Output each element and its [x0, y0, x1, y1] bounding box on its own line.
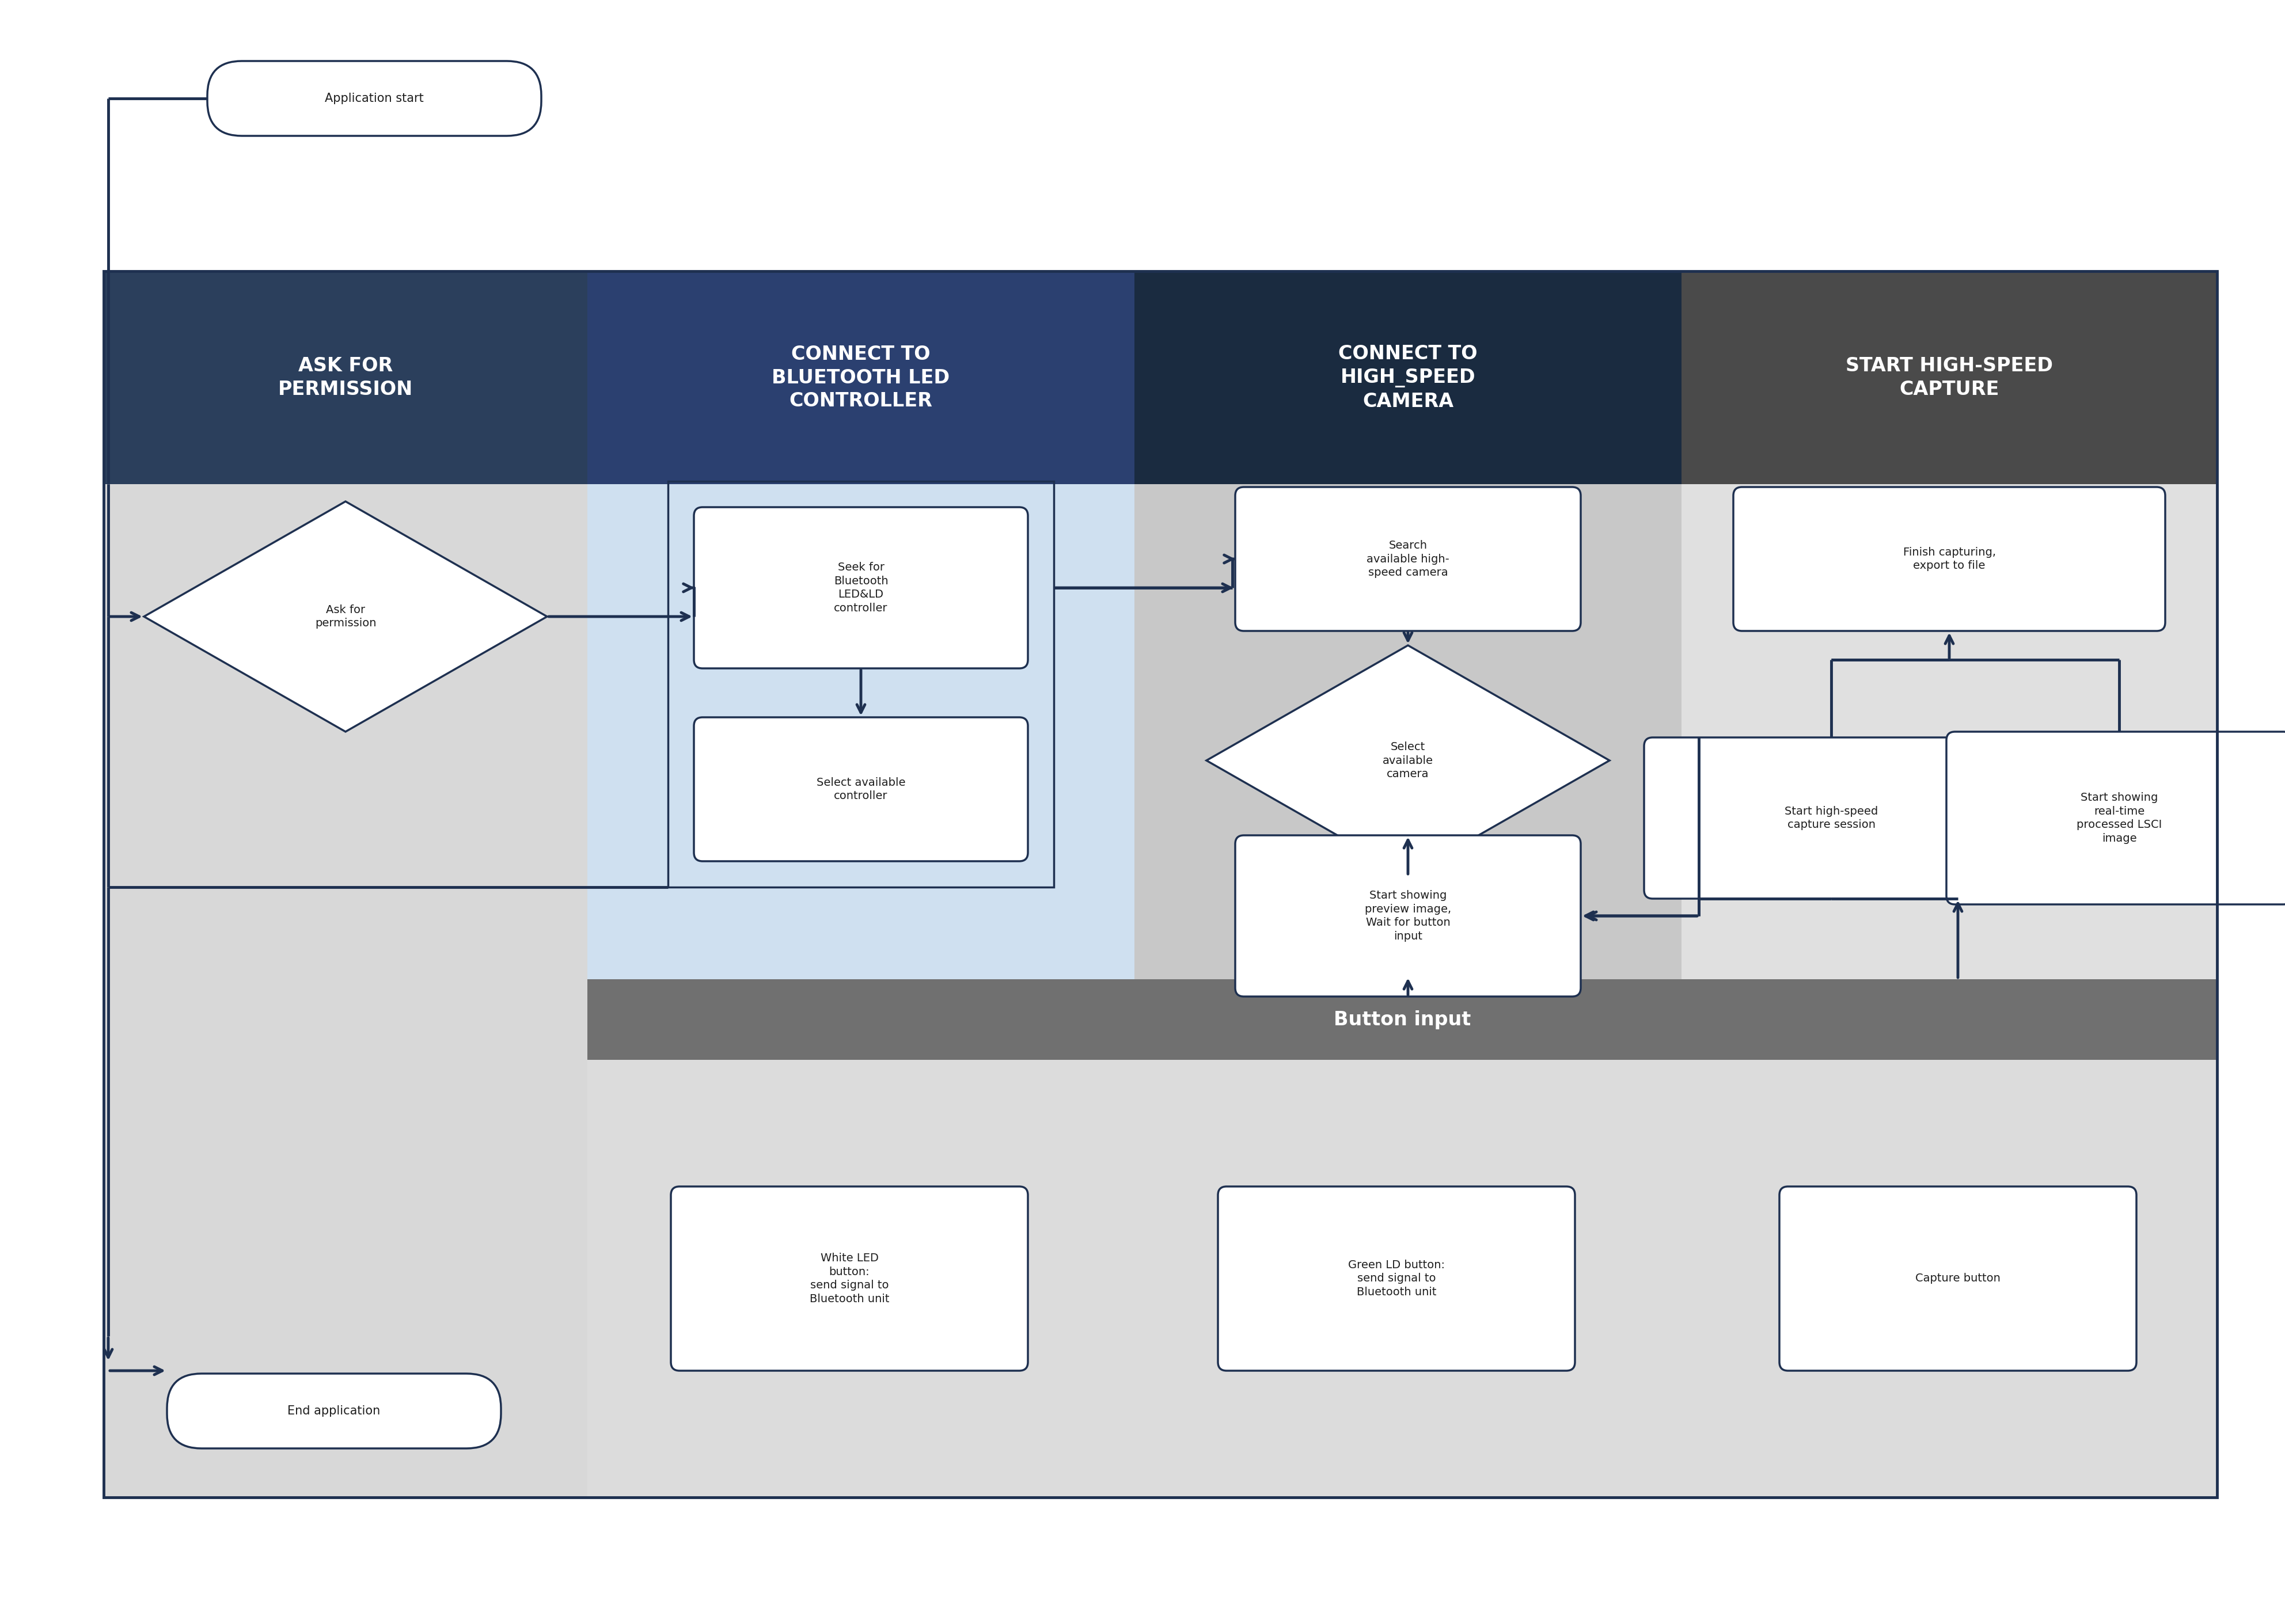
- Text: Seek for
Bluetooth
LED&LD
controller: Seek for Bluetooth LED&LD controller: [834, 562, 889, 614]
- Bar: [1133, 271, 1682, 484]
- Bar: [1133, 484, 1682, 979]
- FancyBboxPatch shape: [1218, 1187, 1574, 1371]
- Text: Green LD button:
send signal to
Bluetooth unit: Green LD button: send signal to Bluetoot…: [1348, 1260, 1444, 1298]
- Bar: [103, 271, 587, 484]
- Bar: [587, 1060, 2216, 1497]
- Text: Start showing
real-time
processed LSCI
image: Start showing real-time processed LSCI i…: [2077, 793, 2162, 844]
- FancyBboxPatch shape: [695, 507, 1028, 669]
- FancyBboxPatch shape: [208, 62, 542, 136]
- Polygon shape: [1206, 645, 1609, 875]
- Text: Start high-speed
capture session: Start high-speed capture session: [1785, 806, 1878, 830]
- Text: START HIGH-SPEED
CAPTURE: START HIGH-SPEED CAPTURE: [1846, 356, 2052, 400]
- Text: Button input: Button input: [1334, 1010, 1472, 1030]
- Text: End application: End application: [288, 1405, 379, 1416]
- Bar: [587, 979, 2216, 1060]
- Text: ASK FOR
PERMISSION: ASK FOR PERMISSION: [279, 356, 414, 400]
- Bar: [1682, 271, 2216, 484]
- FancyBboxPatch shape: [1236, 835, 1581, 997]
- Text: Capture button: Capture button: [1915, 1273, 1999, 1285]
- FancyBboxPatch shape: [672, 1187, 1028, 1371]
- FancyBboxPatch shape: [695, 718, 1028, 861]
- FancyBboxPatch shape: [1236, 487, 1581, 632]
- Text: White LED
button:
send signal to
Bluetooth unit: White LED button: send signal to Bluetoo…: [809, 1252, 889, 1304]
- Text: Ask for
permission: Ask for permission: [315, 604, 377, 628]
- Text: Select
available
camera: Select available camera: [1382, 742, 1433, 780]
- Bar: [103, 271, 2216, 1497]
- Bar: [667, 481, 1053, 887]
- Bar: [103, 484, 587, 979]
- Polygon shape: [144, 502, 546, 732]
- Text: Start showing
preview image,
Wait for button
input: Start showing preview image, Wait for bu…: [1364, 890, 1451, 942]
- Text: Finish capturing,
export to file: Finish capturing, export to file: [1903, 547, 1995, 572]
- FancyBboxPatch shape: [1780, 1187, 2136, 1371]
- FancyBboxPatch shape: [1645, 737, 2018, 898]
- Bar: [1682, 484, 2216, 979]
- Bar: [587, 271, 1133, 484]
- Text: CONNECT TO
BLUETOOTH LED
CONTROLLER: CONNECT TO BLUETOOTH LED CONTROLLER: [772, 344, 951, 411]
- FancyBboxPatch shape: [167, 1374, 500, 1449]
- FancyBboxPatch shape: [1947, 732, 2285, 905]
- FancyBboxPatch shape: [1734, 487, 2166, 632]
- Text: Application start: Application start: [324, 93, 423, 104]
- Bar: [587, 484, 1133, 979]
- Text: Search
available high-
speed camera: Search available high- speed camera: [1366, 541, 1449, 578]
- Bar: [103, 979, 587, 1497]
- Text: Select available
controller: Select available controller: [816, 776, 905, 802]
- Text: CONNECT TO
HIGH_SPEED
CAMERA: CONNECT TO HIGH_SPEED CAMERA: [1339, 344, 1478, 411]
